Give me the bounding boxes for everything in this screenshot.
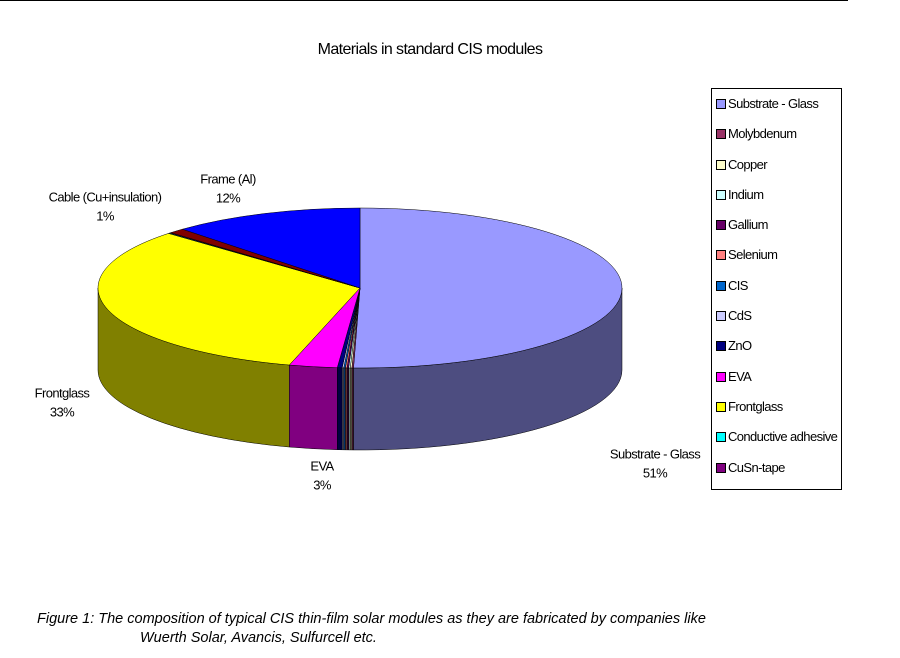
data-label-name: Substrate - Glass xyxy=(610,446,701,461)
legend: Substrate - Glass Molybdenum Copper Indium G… xyxy=(711,88,842,490)
legend-label: Frontglass xyxy=(728,398,783,414)
slice xyxy=(181,207,361,289)
legend-swatch xyxy=(716,250,726,261)
legend-swatch xyxy=(716,99,726,109)
slice xyxy=(97,233,361,366)
legend-label: Conductive adhesive xyxy=(728,429,838,445)
legend-swatch xyxy=(716,280,726,291)
data-label: 3% xyxy=(313,477,332,492)
data-label: 33% xyxy=(50,404,75,419)
legend-item: CdS xyxy=(712,301,841,331)
legend-item: CuSn-tape xyxy=(712,453,841,483)
legend-swatch xyxy=(716,341,726,352)
slice-side xyxy=(289,364,338,450)
legend-label: Copper xyxy=(728,156,768,172)
legend-item: Conductive adhesive xyxy=(712,422,841,452)
legend-label: Substrate - Glass xyxy=(728,96,819,111)
data-label: 1% xyxy=(96,208,115,223)
slice xyxy=(353,207,623,369)
caption: Figure 1: The composition of typical CIS… xyxy=(37,611,706,627)
legend-item: CIS xyxy=(712,271,841,301)
data-label: 12% xyxy=(216,190,241,205)
legend-label: CIS xyxy=(728,277,748,293)
data-label-name: Cable (Cu+insulation) xyxy=(49,189,162,204)
chart-title: Materials in standard CIS modules xyxy=(318,41,543,58)
legend-item: EVA xyxy=(712,362,841,392)
legend-swatch xyxy=(716,401,726,412)
legend-label: Gallium xyxy=(728,217,768,233)
legend-label: EVA xyxy=(728,368,752,384)
legend-label: Molybdenum xyxy=(728,126,797,142)
legend-label: Indium xyxy=(728,186,764,202)
slice-side xyxy=(337,367,343,451)
legend-swatch xyxy=(716,129,726,140)
legend-swatch xyxy=(716,220,726,231)
legend-item: ZnO xyxy=(712,331,841,361)
data-label-name: EVA xyxy=(310,458,334,473)
legend-swatch xyxy=(716,159,726,170)
legend-label: CdS xyxy=(728,308,752,324)
legend-label: ZnO xyxy=(728,338,752,354)
legend-swatch xyxy=(716,371,726,382)
legend-item: Indium xyxy=(712,180,841,210)
data-label-name: Frontglass xyxy=(35,385,91,400)
legend-swatch xyxy=(716,311,726,322)
legend-item: Substrate - Glass xyxy=(712,89,841,119)
legend-item: Copper xyxy=(712,150,841,180)
caption: Wuerth Solar, Avancis, Sulfurcell etc. xyxy=(140,630,377,646)
legend-swatch xyxy=(716,189,726,200)
legend-label: CuSn-tape xyxy=(728,459,785,475)
legend-label: Selenium xyxy=(728,247,778,263)
legend-swatch xyxy=(716,462,726,473)
data-label-name: Frame (Al) xyxy=(200,171,256,186)
legend-item: Gallium xyxy=(712,210,841,240)
legend-item: Selenium xyxy=(712,240,841,270)
legend-item: Molybdenum xyxy=(712,119,841,149)
legend-item: Frontglass xyxy=(712,392,841,422)
legend-swatch xyxy=(716,432,726,443)
data-label: 51% xyxy=(643,465,668,480)
